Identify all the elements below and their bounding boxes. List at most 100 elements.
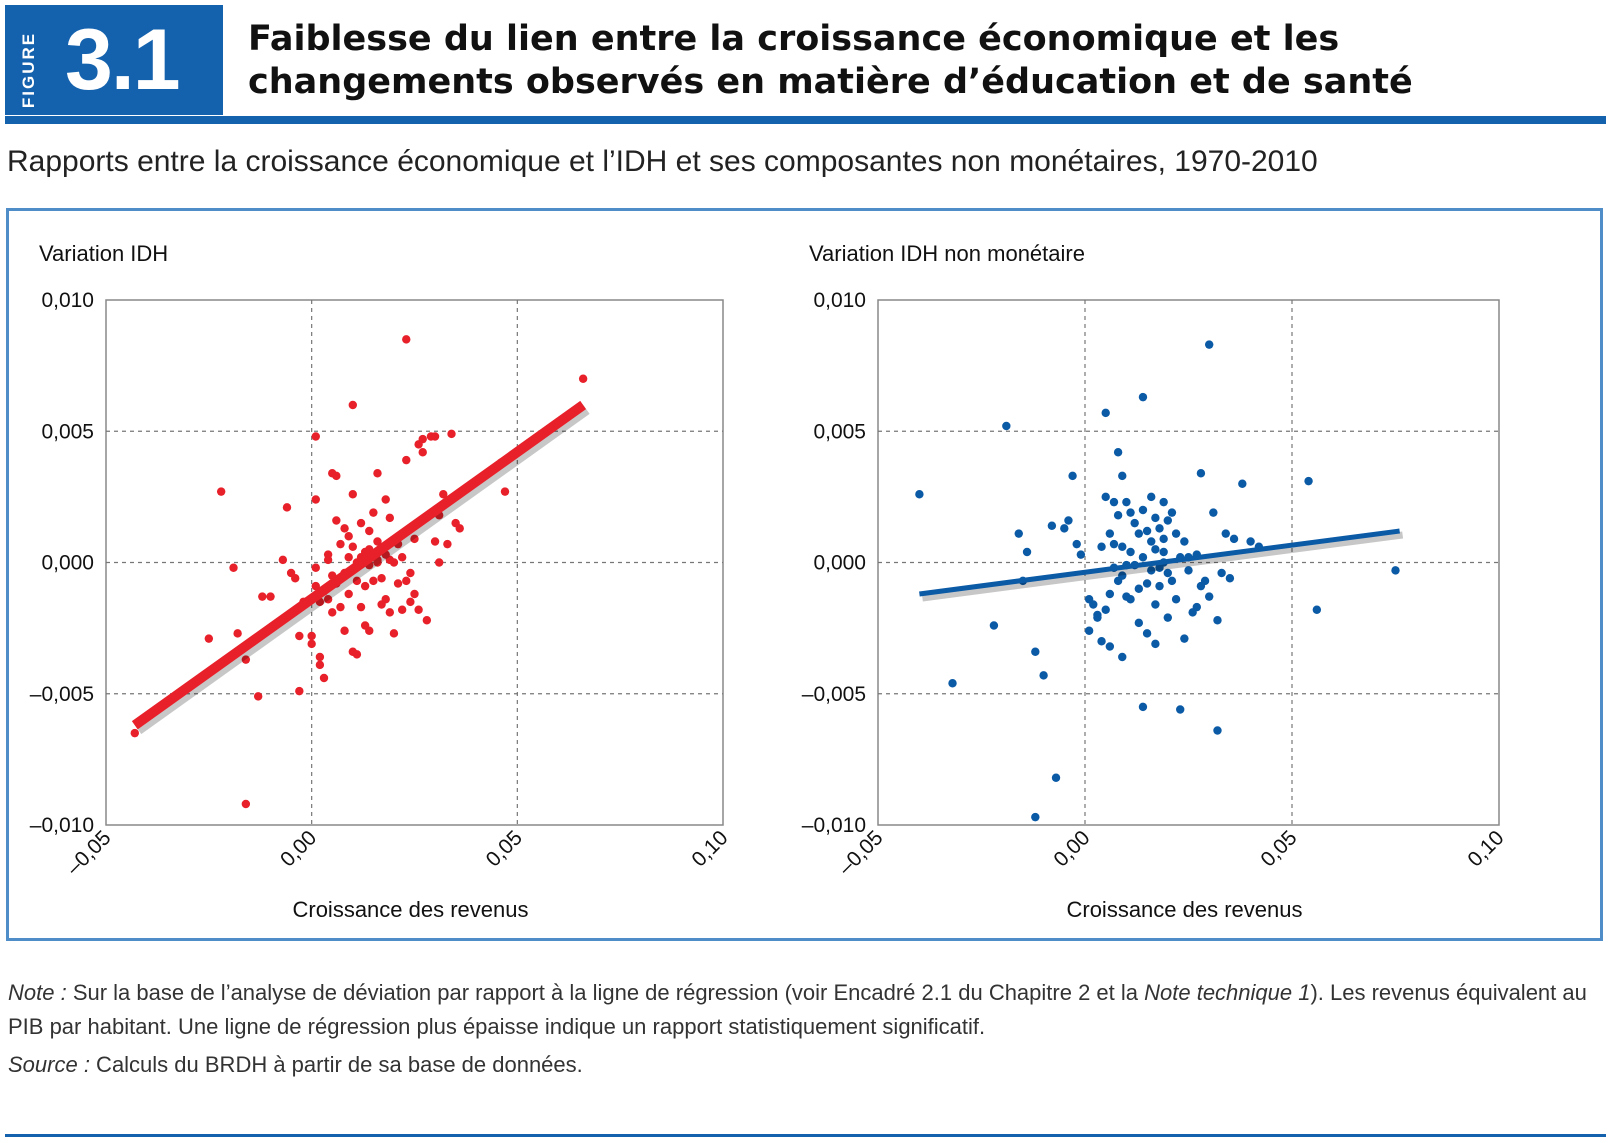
data-point bbox=[311, 581, 320, 591]
data-point bbox=[1184, 566, 1193, 575]
data-point bbox=[1109, 539, 1119, 549]
note-text-before: Sur la base de l’analyse de déviation pa… bbox=[66, 980, 1145, 1005]
data-point bbox=[295, 631, 304, 641]
y-tick-label: 0,005 bbox=[41, 420, 94, 443]
data-point bbox=[402, 455, 411, 465]
data-point bbox=[1051, 773, 1061, 782]
data-point bbox=[1113, 511, 1123, 520]
data-point bbox=[336, 602, 345, 612]
data-point bbox=[410, 589, 419, 599]
data-point bbox=[434, 558, 444, 567]
data-point bbox=[1151, 513, 1160, 523]
regression-line bbox=[919, 528, 1400, 597]
data-point bbox=[389, 558, 399, 567]
data-point bbox=[1209, 508, 1218, 517]
data-point bbox=[332, 471, 341, 481]
data-point bbox=[1246, 537, 1255, 546]
data-point bbox=[1093, 613, 1102, 622]
data-point bbox=[344, 532, 353, 541]
data-point bbox=[1101, 408, 1110, 418]
data-point bbox=[258, 592, 267, 601]
source-label: Source : bbox=[8, 1052, 90, 1077]
data-point bbox=[348, 542, 357, 551]
data-point bbox=[1225, 574, 1235, 583]
data-point bbox=[381, 595, 390, 604]
data-point bbox=[1101, 605, 1110, 614]
data-point bbox=[229, 563, 238, 572]
y-tick-label: –0,005 bbox=[30, 683, 94, 706]
data-point bbox=[430, 432, 440, 441]
data-point bbox=[1031, 647, 1040, 656]
data-point bbox=[323, 595, 333, 604]
data-point bbox=[311, 432, 320, 441]
data-point bbox=[1064, 516, 1073, 525]
data-point bbox=[315, 660, 325, 670]
data-point bbox=[1097, 637, 1106, 646]
data-point bbox=[1147, 492, 1156, 502]
data-point bbox=[356, 602, 366, 612]
data-point bbox=[1213, 726, 1222, 735]
data-point bbox=[332, 516, 341, 525]
data-point bbox=[1002, 421, 1011, 431]
y-tick-label: 0,000 bbox=[813, 552, 866, 575]
y-tick-label: 0,010 bbox=[41, 289, 94, 312]
y-tick-label: 0,010 bbox=[813, 289, 866, 312]
data-point bbox=[1171, 529, 1181, 538]
data-point bbox=[1142, 526, 1152, 536]
data-point bbox=[1105, 589, 1115, 599]
data-point bbox=[241, 799, 251, 809]
data-point bbox=[1192, 602, 1201, 612]
data-point bbox=[430, 537, 440, 546]
data-point bbox=[1155, 581, 1164, 591]
data-point bbox=[336, 539, 345, 549]
data-point bbox=[1159, 497, 1168, 507]
bottom-rule bbox=[5, 1134, 1606, 1137]
data-point bbox=[1151, 639, 1160, 649]
data-point bbox=[1391, 566, 1400, 575]
data-point bbox=[311, 495, 320, 504]
data-point bbox=[348, 490, 357, 499]
data-point bbox=[1089, 600, 1098, 609]
data-point bbox=[1134, 584, 1144, 593]
data-point bbox=[418, 448, 427, 457]
data-point bbox=[1047, 521, 1057, 530]
data-point bbox=[578, 374, 588, 383]
data-point bbox=[344, 553, 353, 562]
x-tick-label: 0,05 bbox=[1256, 826, 1301, 871]
data-point bbox=[1159, 547, 1168, 557]
data-point bbox=[216, 487, 226, 496]
data-point bbox=[1167, 508, 1177, 517]
data-point bbox=[1122, 497, 1131, 507]
data-point bbox=[1126, 508, 1135, 517]
data-point bbox=[352, 650, 362, 659]
data-point bbox=[311, 563, 320, 572]
y-tick-label: 0,005 bbox=[813, 420, 866, 443]
x-axis-label: Croissance des revenus bbox=[1066, 897, 1302, 922]
data-point bbox=[500, 487, 510, 496]
figure-label: FIGURE bbox=[19, 31, 38, 109]
x-tick-label: 0,05 bbox=[482, 826, 527, 871]
data-point bbox=[1159, 534, 1168, 544]
data-point bbox=[1180, 634, 1189, 643]
data-point bbox=[1138, 553, 1148, 562]
data-point bbox=[1101, 492, 1110, 502]
data-point bbox=[1068, 471, 1077, 481]
data-point bbox=[291, 574, 300, 583]
data-point bbox=[1014, 529, 1023, 538]
data-point bbox=[1142, 629, 1152, 638]
note-label: Note : bbox=[8, 980, 67, 1005]
data-point bbox=[406, 597, 415, 607]
data-point bbox=[365, 526, 374, 536]
data-point bbox=[1118, 542, 1127, 551]
data-point bbox=[1213, 616, 1222, 625]
data-point bbox=[365, 626, 374, 635]
chart-frame: 0,010 0,005 0,000 –0,005 –0,010 –0,05 0,00 0,05… bbox=[6, 208, 1603, 941]
data-point bbox=[389, 629, 399, 638]
data-point bbox=[356, 518, 366, 528]
data-point bbox=[241, 655, 251, 664]
data-point bbox=[1142, 579, 1152, 588]
y-tick-label: 0,000 bbox=[41, 552, 94, 575]
data-point bbox=[402, 576, 411, 586]
data-point bbox=[278, 555, 288, 565]
